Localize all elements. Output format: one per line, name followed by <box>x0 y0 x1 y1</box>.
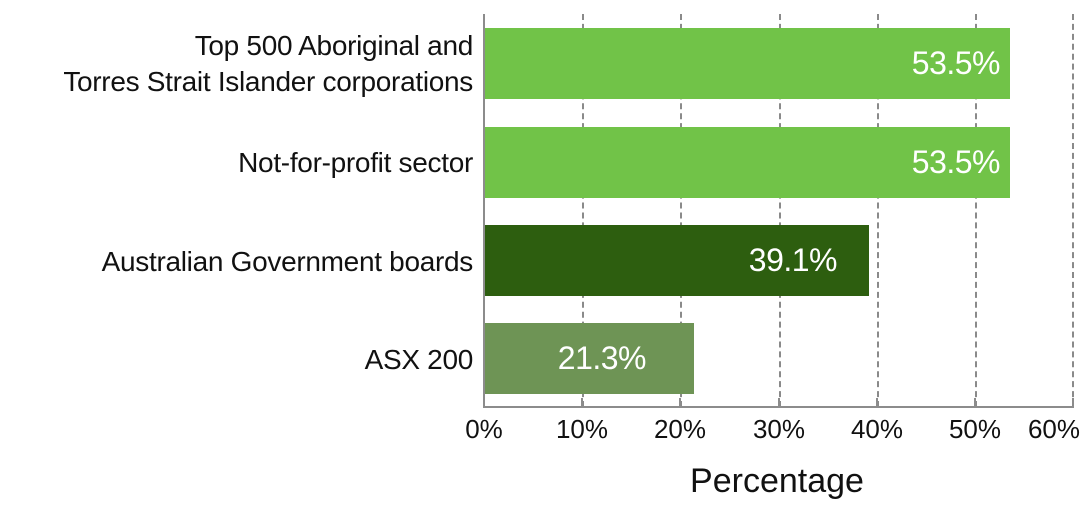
x-tick-label: 20% <box>653 414 707 444</box>
gridline-20 <box>680 14 682 407</box>
bar-not-for-profit: 53.5% <box>485 127 1010 198</box>
category-label-government-boards: Australian Government boards <box>101 246 474 277</box>
category-label-asx200: ASX 200 <box>364 344 474 375</box>
gridline-30 <box>779 14 781 407</box>
x-tick-label: 10% <box>555 414 609 444</box>
x-tick <box>581 398 583 408</box>
gridline-60 <box>1072 14 1074 407</box>
bar-value-label: 21.3% <box>557 340 647 376</box>
y-axis-line <box>483 14 485 408</box>
bar-government-boards: 39.1% <box>485 225 869 296</box>
x-tick-label: 0% <box>465 414 503 444</box>
x-tick-label: 60% <box>1027 414 1081 444</box>
category-label-line2: Torres Strait Islander corporations <box>63 66 473 97</box>
x-tick <box>876 398 878 408</box>
x-tick <box>778 398 780 408</box>
gridline-10 <box>582 14 584 407</box>
bar-value-label: 53.5% <box>911 144 1001 180</box>
category-label-top500: Top 500 Aboriginal and Torres Strait Isl… <box>63 28 473 100</box>
bar-value-label: 39.1% <box>748 242 838 278</box>
gridline-50 <box>975 14 977 407</box>
bar-top500: 53.5% <box>485 28 1010 99</box>
x-tick-label: 40% <box>850 414 904 444</box>
x-tick <box>1072 398 1074 408</box>
category-label-line1: Top 500 Aboriginal and <box>194 30 474 61</box>
x-tick-label: 30% <box>752 414 806 444</box>
bar-asx200: 21.3% <box>485 323 694 394</box>
category-label-not-for-profit: Not-for-profit sector <box>238 147 473 178</box>
x-tick <box>483 398 485 408</box>
x-tick <box>974 398 976 408</box>
bar-value-label: 53.5% <box>911 45 1001 81</box>
x-tick <box>679 398 681 408</box>
x-tick-label: 50% <box>948 414 1002 444</box>
gridline-40 <box>877 14 879 407</box>
x-axis-title: Percentage <box>690 462 864 500</box>
